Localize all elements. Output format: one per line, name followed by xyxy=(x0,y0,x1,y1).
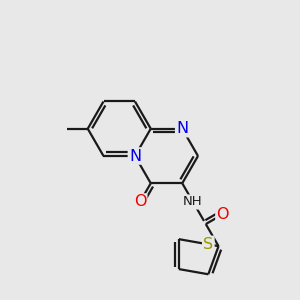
Text: N: N xyxy=(129,148,141,164)
Text: N: N xyxy=(176,121,188,136)
Text: S: S xyxy=(203,237,213,252)
Text: NH: NH xyxy=(183,196,203,208)
Text: O: O xyxy=(216,207,229,222)
Text: O: O xyxy=(134,194,146,209)
